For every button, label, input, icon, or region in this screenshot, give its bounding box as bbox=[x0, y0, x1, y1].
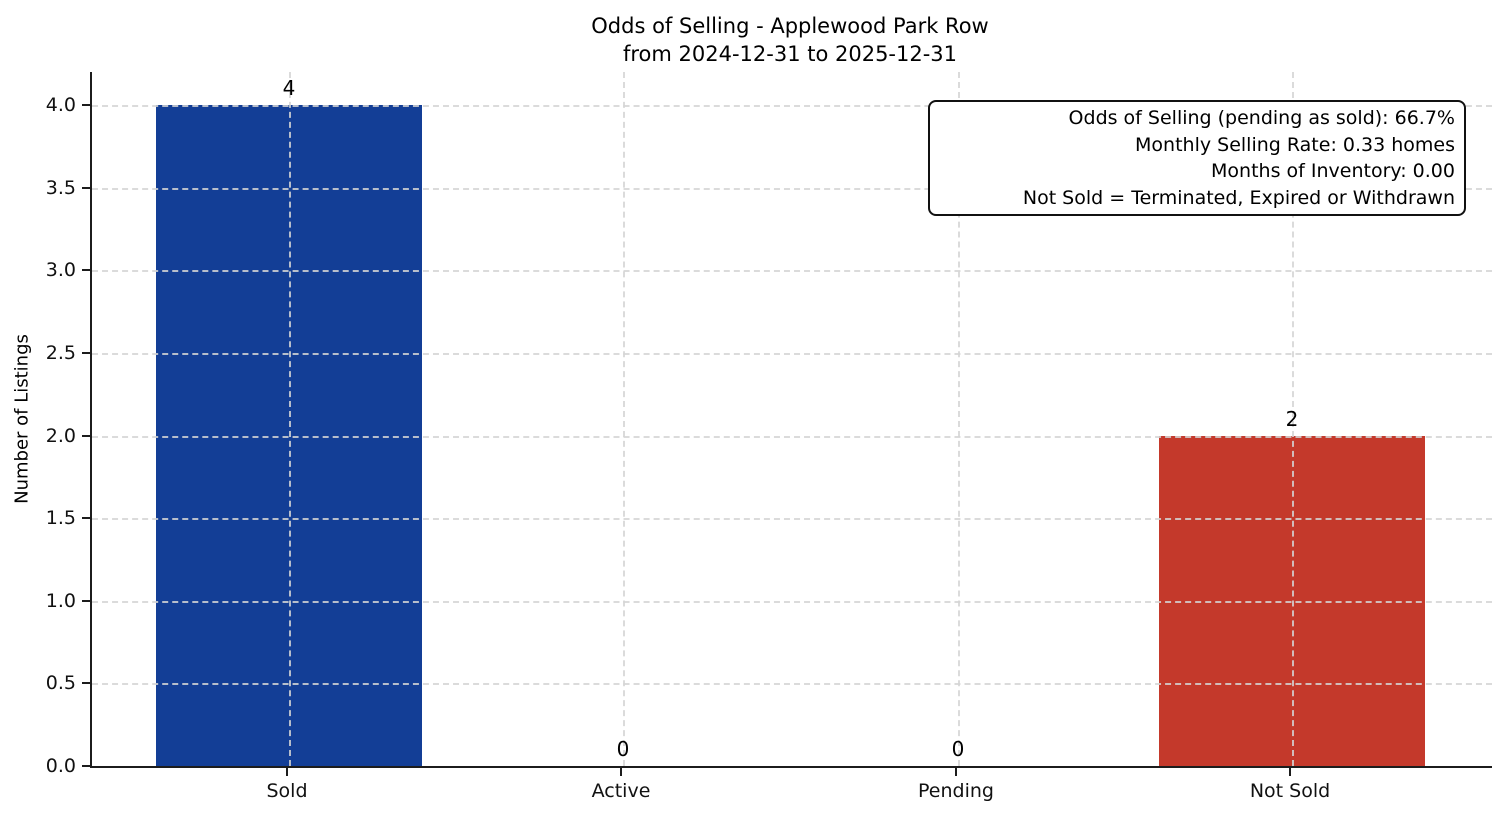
bar-not-sold bbox=[1159, 435, 1425, 766]
y-tick-label: 4.0 bbox=[45, 94, 76, 117]
chart-title: Odds of Selling - Applewood Park Row fro… bbox=[90, 12, 1490, 68]
y-tick-mark bbox=[82, 599, 90, 602]
x-tick-label: Not Sold bbox=[1249, 780, 1331, 802]
bar-value-label: 2 bbox=[1285, 406, 1299, 431]
y-tick-mark bbox=[82, 682, 90, 685]
bar-value-label: 0 bbox=[951, 737, 965, 761]
annotation-line: Not Sold = Terminated, Expired or Withdr… bbox=[1022, 186, 1455, 209]
y-tick-label: 3.0 bbox=[45, 259, 76, 282]
y-tick-label: 1.0 bbox=[45, 589, 76, 612]
annotation-box: Odds of Selling (pending as sold): 66.7%… bbox=[928, 100, 1466, 216]
annotation-line: Odds of Selling (pending as sold): 66.7% bbox=[1068, 107, 1455, 129]
y-tick-label: 1.5 bbox=[45, 507, 76, 530]
y-tick-label: 0.5 bbox=[45, 672, 76, 695]
y-tick-mark bbox=[82, 765, 90, 767]
y-tick-label: 2.0 bbox=[45, 424, 76, 447]
x-tick-mark bbox=[1289, 768, 1291, 776]
bar-value-label: 4 bbox=[282, 76, 296, 101]
chart-title-line2: from 2024-12-31 to 2025-12-31 bbox=[622, 42, 958, 66]
y-tick-label: 0.0 bbox=[45, 755, 76, 777]
v-gridline bbox=[623, 72, 625, 766]
y-tick-mark bbox=[82, 351, 90, 354]
y-tick-label: 2.5 bbox=[45, 341, 76, 364]
x-tick-label: Active bbox=[591, 780, 651, 802]
x-tick-mark bbox=[620, 768, 622, 776]
y-tick-mark bbox=[82, 517, 90, 520]
y-tick-mark bbox=[82, 104, 90, 107]
x-tick-label: Sold bbox=[266, 780, 308, 802]
x-tick-mark bbox=[955, 768, 957, 776]
chart-title-line1: Odds of Selling - Applewood Park Row bbox=[591, 14, 989, 38]
annotation-line: Months of Inventory: 0.00 bbox=[1211, 160, 1455, 182]
y-tick-mark bbox=[82, 269, 90, 272]
x-tick-mark bbox=[286, 768, 288, 776]
y-tick-label: 3.5 bbox=[45, 176, 76, 199]
bar-sold bbox=[156, 105, 422, 766]
bar-value-label: 0 bbox=[616, 737, 630, 761]
annotation-line: Monthly Selling Rate: 0.33 homes bbox=[1135, 133, 1455, 156]
x-tick-label: Pending bbox=[918, 780, 994, 802]
y-tick-mark bbox=[82, 434, 90, 437]
y-tick-mark bbox=[82, 186, 90, 189]
